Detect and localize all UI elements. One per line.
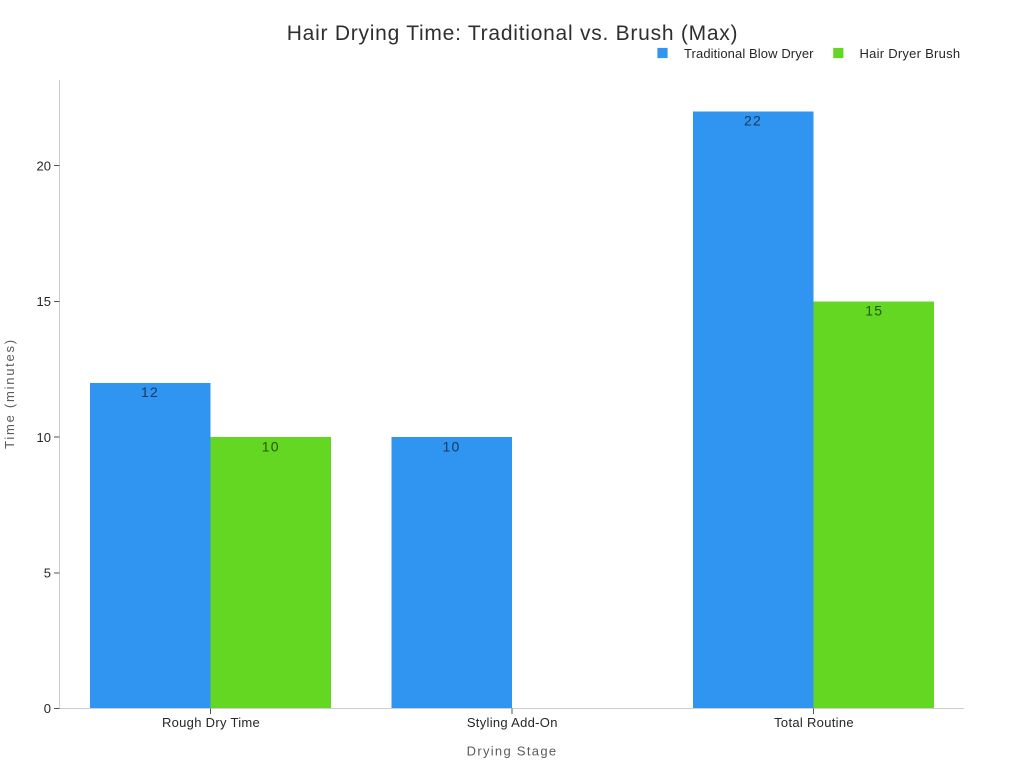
svg-text:22: 22	[744, 113, 762, 129]
svg-text:5: 5	[44, 566, 51, 581]
svg-text:15: 15	[865, 303, 883, 319]
svg-text:Total Routine: Total Routine	[774, 715, 854, 730]
svg-text:Traditional Blow Dryer: Traditional Blow Dryer	[684, 46, 814, 61]
svg-text:Rough Dry Time: Rough Dry Time	[162, 715, 260, 730]
svg-text:20: 20	[37, 158, 51, 173]
svg-text:Drying Stage: Drying Stage	[467, 744, 558, 759]
svg-text:Time (minutes): Time (minutes)	[2, 338, 17, 449]
svg-text:Styling Add-On: Styling Add-On	[467, 715, 558, 730]
svg-text:12: 12	[141, 384, 159, 400]
svg-text:Hair Drying Time: Traditional: Hair Drying Time: Traditional vs. Brush …	[287, 22, 739, 45]
svg-text:0: 0	[44, 701, 51, 716]
svg-text:10: 10	[37, 430, 51, 445]
svg-text:10: 10	[262, 438, 280, 454]
svg-text:Hair Dryer Brush: Hair Dryer Brush	[860, 46, 961, 61]
svg-text:15: 15	[37, 294, 51, 309]
svg-text:10: 10	[443, 438, 461, 454]
